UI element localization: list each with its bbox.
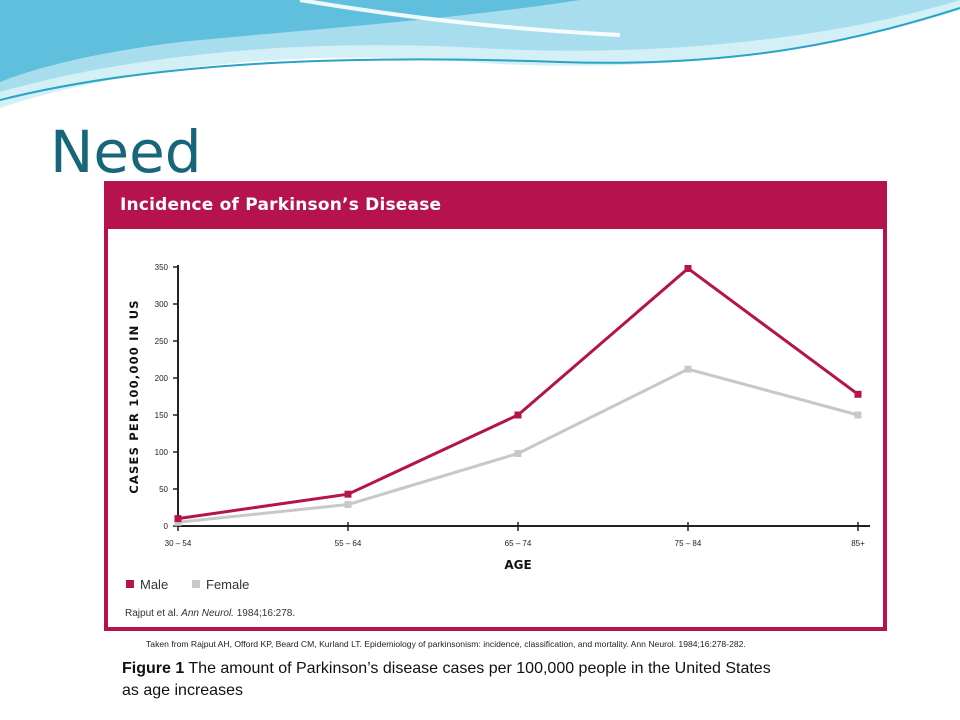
source-ref: 1984;16:278. — [236, 608, 296, 619]
figure-caption: Figure 1 The amount of Parkinson’s disea… — [122, 658, 782, 702]
data-point-male — [344, 490, 352, 498]
legend-label-male: Male — [140, 577, 169, 592]
chart-source-note: Rajput et al. Ann Neurol. 1984;16:278. — [125, 608, 295, 619]
data-point-male — [174, 515, 182, 523]
y-tick-label: 50 — [159, 485, 168, 494]
data-point-male — [684, 264, 692, 272]
source-journal: Ann Neurol. — [181, 608, 234, 619]
y-tick-label: 300 — [155, 300, 169, 309]
data-point-female — [684, 365, 692, 373]
line-chart: 0 50 100 150 200 250 300 350 30 – 54 55 – 64 65 – … — [127, 263, 870, 572]
data-point-male — [514, 411, 522, 419]
x-tick-label: 85+ — [851, 539, 865, 548]
legend-swatch-female — [192, 580, 200, 588]
x-tick-label: 75 – 84 — [675, 539, 702, 548]
y-tick-label: 250 — [155, 337, 169, 346]
y-tick-label: 200 — [155, 374, 169, 383]
data-point-male — [854, 390, 862, 398]
series-line-female — [177, 367, 859, 524]
x-tick-label: 30 – 54 — [165, 539, 192, 548]
legend-swatch-male — [126, 580, 134, 588]
caption-text: The amount of Parkinson’s disease cases … — [122, 660, 771, 699]
chart-figure: Incidence of Parkinson’s Disease 0 50 100 1… — [104, 181, 887, 631]
data-point-female — [854, 411, 862, 419]
legend-item-female: Female — [192, 577, 249, 592]
data-point-female — [174, 518, 182, 526]
y-tick-label: 150 — [155, 411, 169, 420]
y-axis-title: CASES PER 100,000 IN US — [127, 299, 141, 493]
data-point-female — [514, 449, 522, 457]
y-tick-label: 0 — [164, 522, 169, 531]
data-point-female — [344, 501, 352, 509]
chart-panel: 0 50 100 150 200 250 300 350 30 – 54 55 – 64 65 – … — [108, 229, 883, 627]
legend-item-male: Male — [126, 577, 168, 592]
source-authors: Rajput et al. — [125, 608, 179, 619]
x-tick-label: 65 – 74 — [505, 539, 532, 548]
y-tick-label: 100 — [155, 448, 169, 457]
chart-header: Incidence of Parkinson’s Disease — [104, 181, 887, 226]
x-axis-title: AGE — [504, 558, 531, 572]
x-tick-label: 55 – 64 — [335, 539, 362, 548]
chart-title: Incidence of Parkinson’s Disease — [120, 195, 442, 215]
decorative-wave-banner — [0, 0, 960, 108]
y-tick-label: 350 — [155, 263, 169, 272]
legend-label-female: Female — [206, 577, 250, 592]
caption-label: Figure 1 — [122, 660, 185, 677]
citation-text: Taken from Rajput AH, Offord KP, Beard C… — [146, 639, 746, 649]
series-line-male — [177, 266, 859, 521]
slide-title: Need — [50, 118, 202, 186]
